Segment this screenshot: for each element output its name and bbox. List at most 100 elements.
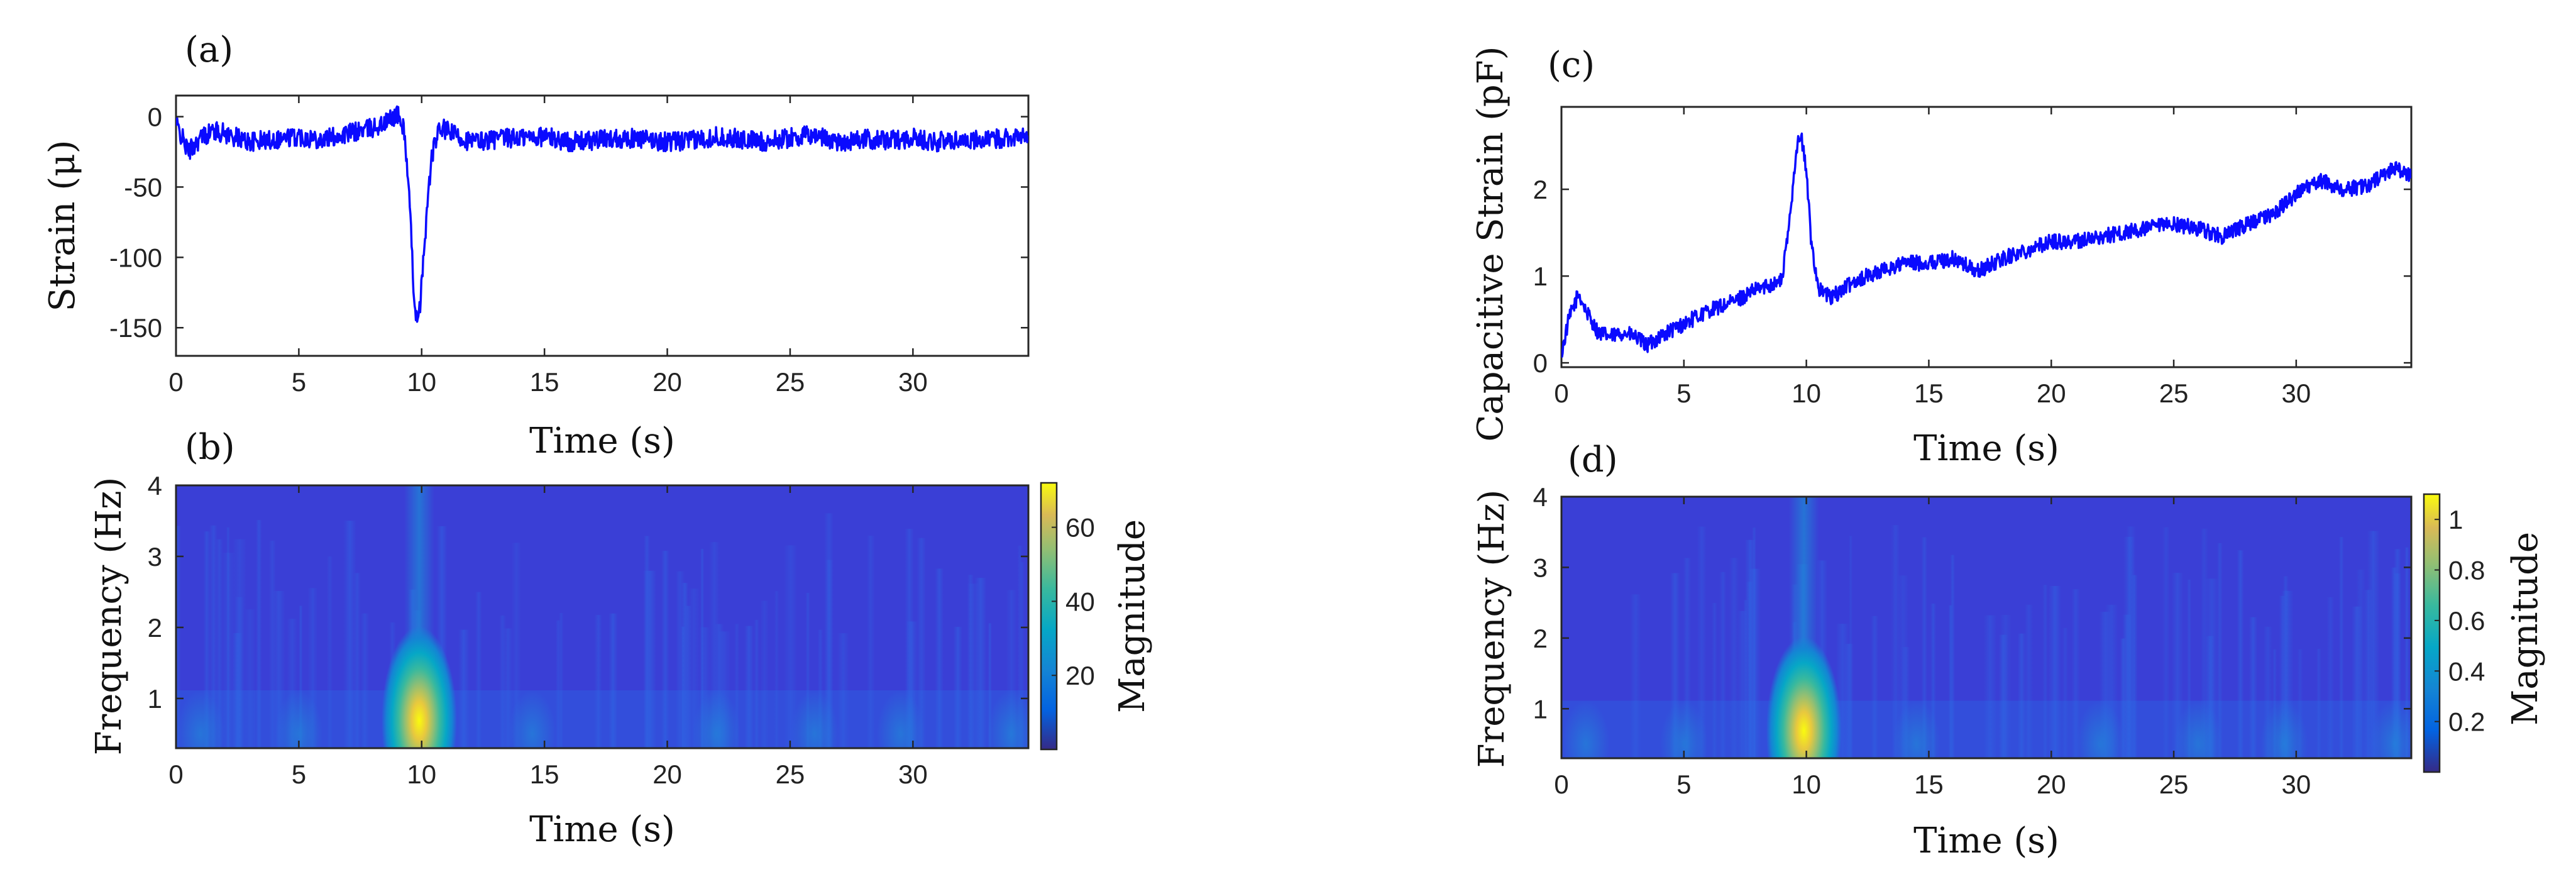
scalogram-blob (876, 690, 925, 748)
y-tick-label: 2 (1533, 624, 1548, 653)
scalogram-streak (1950, 555, 1955, 758)
panel-a: (a) 0 5 10 15 20 25 30 0 -50 -100 -150 Time (s) S… (42, 30, 1030, 461)
scalogram-streak (2355, 569, 2366, 758)
x-axis-label-d: Time (s) (1913, 820, 2059, 861)
x-tick-label: 15 (530, 759, 559, 789)
scalogram-streak (176, 526, 181, 748)
colorbar-d (2423, 493, 2441, 773)
x-tick-label: 25 (2159, 770, 2189, 799)
scalogram-streak (499, 615, 506, 748)
colorbar-label-b: Magnitude (1112, 519, 1153, 713)
scalogram-blob (1660, 700, 1708, 758)
y-axis-label-a: Strain (μ) (42, 140, 83, 312)
scalogram-streak (594, 615, 602, 748)
scalogram-streak (2187, 579, 2192, 758)
scalogram-streak (1921, 537, 1927, 758)
x-ticks-c: 0 5 10 15 20 25 30 (1554, 107, 2311, 408)
x-tick-label: 10 (407, 367, 436, 397)
axes-frame-b (175, 484, 1030, 749)
strain-series-line (176, 105, 1028, 323)
y-tick-label: 1 (1533, 694, 1548, 724)
scalogram-streak (2171, 573, 2184, 758)
y-ticks-d: 1 2 3 4 (1533, 482, 2411, 724)
x-tick-label: 5 (292, 759, 306, 789)
scalogram-streak (234, 597, 245, 748)
scalogram-streak (1017, 545, 1023, 748)
y-ticks-b: 1 2 3 4 (148, 471, 1028, 714)
scalogram-streak (559, 612, 564, 748)
x-tick-label: 20 (652, 367, 682, 397)
scalogram-blob (275, 690, 323, 748)
x-tick-label: 20 (652, 759, 682, 789)
colorbar-tick-label: 0.4 (2448, 656, 2485, 686)
scalogram-streak (1630, 594, 1641, 758)
scalogram-blob (177, 690, 225, 748)
scalogram-streak (256, 520, 262, 748)
x-tick-label: 5 (1676, 378, 1691, 408)
scalogram-streak (935, 568, 944, 748)
scalogram-streak (688, 588, 700, 748)
scalogram-streak (216, 539, 223, 748)
scalogram-streak (512, 543, 522, 748)
y-tick-label: 2 (148, 613, 162, 643)
y-tick-label: 3 (148, 542, 162, 572)
scalogram-blob (1892, 700, 1940, 758)
scalogram-streak (1697, 526, 1707, 758)
y-tick-label: 0 (1533, 348, 1548, 378)
scalogram-streak (2120, 638, 2127, 758)
y-tick-label: 1 (1533, 262, 1548, 291)
y-tick-label: -150 (109, 313, 162, 343)
axes-frame-c (1560, 106, 2413, 368)
peak-hotspot (1766, 636, 1842, 758)
panel-d: (d) 0 5 10 15 20 25 30 1 2 3 4 0.2 0.4 0.6 0.8 1 Magn… (1472, 439, 2546, 861)
scalogram-streak (823, 513, 834, 748)
x-tick-label: 15 (530, 367, 559, 397)
scalogram-blob (791, 690, 839, 748)
scalogram-streak (661, 551, 669, 748)
scalogram-blob (2260, 700, 2308, 758)
scalogram-streak (353, 573, 361, 748)
scalogram-streak (2049, 586, 2062, 758)
y-axis-label-d: Frequency (Hz) (1472, 490, 1512, 768)
scalogram-streak (1711, 603, 1718, 758)
x-axis-label-b: Time (s) (529, 809, 675, 850)
scalogram-streak (784, 545, 798, 748)
scalogram-streak (643, 570, 657, 748)
scalogram-streak (2404, 547, 2409, 758)
y-tick-label: 4 (1533, 482, 1548, 512)
scalogram-streak (203, 531, 211, 748)
axes-frame-a (175, 94, 1030, 357)
scalogram-streak (268, 540, 276, 748)
y-tick-label: -100 (109, 243, 162, 272)
capacitive-strain-series-line (1561, 132, 2411, 358)
x-tick-label: 0 (1554, 770, 1568, 799)
scalogram-streak (2216, 543, 2223, 758)
panel-c: (c) 0 5 10 15 20 25 30 0 1 2 Time (s) Capacitive… (1470, 45, 2413, 469)
x-tick-label: 15 (1914, 378, 1944, 408)
scalogram-streak (299, 605, 303, 748)
scalogram-streak (608, 613, 618, 748)
scalogram-b (176, 485, 1028, 748)
x-tick-label: 20 (2037, 378, 2066, 408)
y-tick-label: 2 (1533, 175, 1548, 204)
scalogram-blob (508, 690, 556, 748)
axes-frame-d (1560, 495, 2413, 759)
panel-b: (b) 0 5 10 15 20 25 30 1 2 3 4 20 40 60 Magnitude T… (89, 427, 1153, 850)
scalogram-streak (360, 613, 369, 748)
y-tick-label: 0 (148, 102, 162, 132)
scalogram-streak (555, 620, 561, 748)
scalogram-streak (2017, 633, 2026, 758)
x-tick-label: 15 (1914, 770, 1944, 799)
scalogram-streak (1930, 604, 1936, 758)
x-tick-label: 0 (168, 367, 183, 397)
y-tick-label: -50 (124, 172, 162, 202)
scalogram-streak (774, 591, 779, 748)
colorbar-ticks-d: 0.2 0.4 0.6 0.8 1 (2435, 505, 2485, 737)
x-axis-label-a: Time (s) (529, 421, 675, 461)
scalogram-d (1561, 497, 2411, 758)
scalogram-streak (1983, 615, 1997, 758)
x-tick-label: 20 (2037, 770, 2066, 799)
scalogram-streak (343, 521, 356, 748)
scalogram-streak (966, 583, 979, 748)
